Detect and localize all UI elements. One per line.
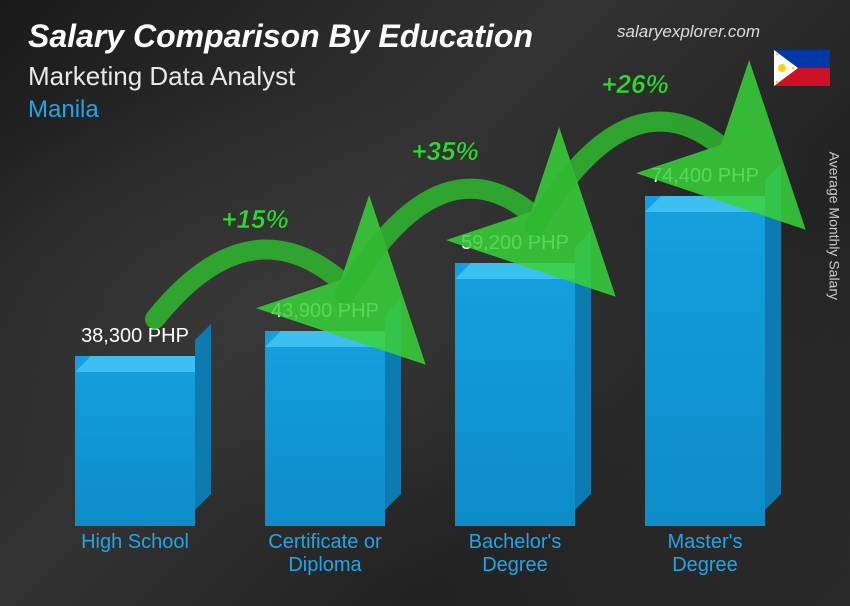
increase-label: +26% — [601, 69, 668, 99]
increase-label: +35% — [411, 136, 478, 166]
chart-location: Manila — [28, 96, 533, 124]
chart-title: Salary Comparison By Education — [28, 18, 533, 55]
source-label: salaryexplorer.com — [617, 22, 760, 42]
increase-arc — [345, 189, 545, 294]
bar-chart: 38,300 PHP43,900 PHP59,200 PHP74,400 PHP… — [40, 140, 800, 586]
chart-header: Salary Comparison By Education Marketing… — [28, 18, 533, 124]
increase-arc — [535, 122, 735, 226]
increase-arc — [155, 250, 355, 319]
increase-arcs: +15%+35%+26% — [40, 140, 800, 586]
increase-label: +15% — [221, 204, 288, 234]
y-axis-label: Average Monthly Salary — [826, 152, 842, 300]
flag-icon — [774, 50, 830, 86]
chart-subtitle: Marketing Data Analyst — [28, 61, 533, 92]
